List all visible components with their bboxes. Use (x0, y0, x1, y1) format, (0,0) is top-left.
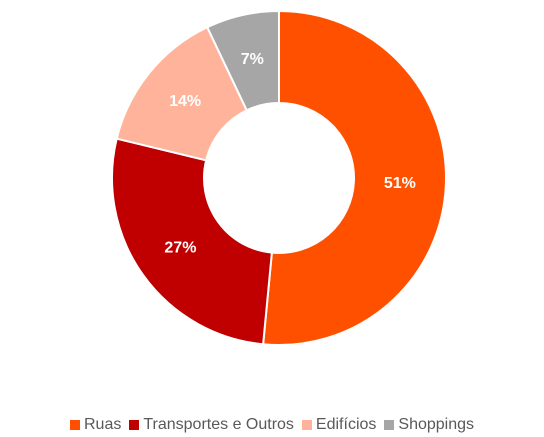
legend-item: Transportes e Outros (129, 416, 294, 434)
legend-item: Ruas (69, 416, 122, 434)
legend-label: Shoppings (398, 416, 475, 433)
legend-swatch (384, 420, 395, 430)
data-label: 51% (384, 175, 416, 192)
chart: 51% 27% 14% 7% (111, 9, 447, 346)
legend-swatch (301, 420, 312, 430)
legend-item: Edifícios (301, 416, 377, 434)
slice (262, 9, 447, 346)
legend-label: Transportes e Outros (143, 416, 294, 433)
slice (205, 9, 280, 112)
legend-swatch (69, 420, 80, 430)
data-label: 7% (241, 51, 264, 68)
data-label: 27% (164, 239, 196, 256)
legend-item: Shoppings (384, 416, 474, 434)
slice (111, 137, 273, 346)
legend: Ruas Transportes e Outros Edifícios Shoppin… (0, 416, 544, 434)
legend-swatch (129, 420, 140, 430)
data-label: 14% (169, 93, 201, 110)
legend-label: Edifícios (315, 416, 377, 433)
legend-label: Ruas (83, 416, 122, 433)
